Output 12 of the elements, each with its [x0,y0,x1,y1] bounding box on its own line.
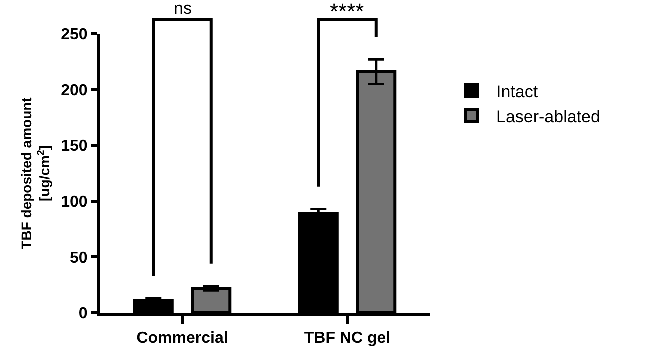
text: ns [174,0,192,18]
x-tick-label: TBF NC gel [304,330,391,348]
y-tick-label: 100 [61,194,88,211]
y-tick-label: 0 [78,306,88,323]
legend-label: Laser-ablated [496,108,600,127]
y-tick-label: 50 [70,250,88,267]
text: **** [330,0,365,24]
y-tick-label: 200 [61,82,88,100]
x-tick-label: Commercial [136,330,228,348]
y-tick-label: 150 [61,138,88,156]
y-tick-label: 250 [61,26,88,44]
legend-label: Intact [496,82,538,102]
